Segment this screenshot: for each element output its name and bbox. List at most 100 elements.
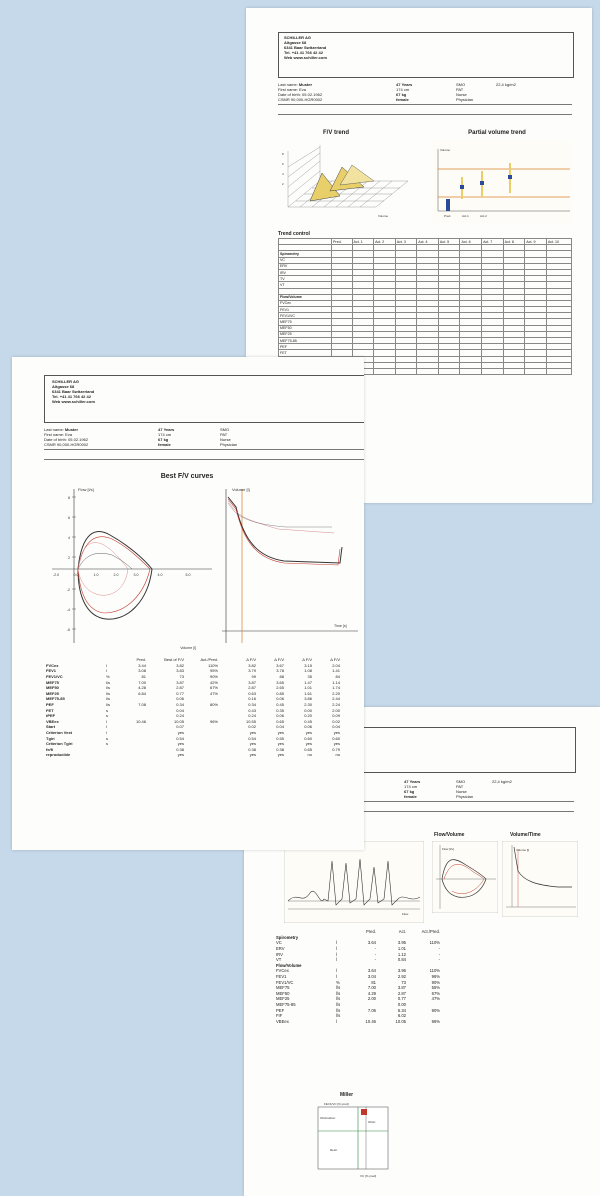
row-value: 3.82 [176,662,184,668]
flow-tick: 4 [68,536,70,540]
row-value: 3.65 [276,679,284,685]
row-unit: l/s [106,696,110,702]
summary-section-flow-volume: Flow/Volume [276,962,302,968]
col-pred: Pred. [136,657,146,663]
miller-x-label: VC [% pred] [360,1174,376,1178]
row-value: 0.79 [332,746,340,752]
partial-volume-trend-title: Partial volume trend [468,130,526,136]
row-value: 0.55 [276,735,284,741]
sex: female [404,794,417,799]
row-value: 0.20 [304,713,312,719]
time-axis-label: Time [s] [334,624,347,628]
row-value: 0.04 [176,707,184,713]
company-street: Altgasse 68 [52,384,75,389]
miller-left-label: Obstruktion [320,1116,336,1120]
flow-tick: 2 [68,556,70,560]
last-name-label: Last name: [278,82,298,87]
best-fv-volume-time-chart: Volume [l] Time [s] [222,487,358,643]
flow-volume-loop [441,859,487,898]
row-value: 0.04 [332,724,340,730]
row-unit: s [106,741,108,747]
row-label: MEF25 [46,690,59,696]
row-unit: s [106,713,108,719]
csmr: 90,000-HGR0002 [290,97,323,102]
row-value: 3.67 [276,662,284,668]
report-page-best-fv: SCHILLER AG Altgasse 68 6341 Baar Switze… [12,357,364,850]
row-value: 1.14 [332,679,340,685]
pat: PAT [456,784,464,789]
row-value [120,752,148,758]
svg-text:Volume: Volume [378,214,388,218]
table-row: MEF25 l/s 2.00 0.77 47% [276,996,440,1002]
sex: female [396,97,409,102]
row-value: 73 [179,674,184,680]
height-unit: cm [411,784,418,789]
nurse: Nurse [220,437,231,442]
row-value: 0.65 [304,746,312,752]
table-row: TV [278,275,573,283]
row-value: 0.00 [304,707,312,713]
row-value: 88 [279,674,284,680]
row-value: 0.06 [276,713,284,719]
company-city: 6341 Baar Switzerland [284,45,327,50]
age: 47 [404,779,409,784]
flow-tick: -2 [67,588,70,592]
table-row: FET s 0.04 0.43 0.35 0.00 2.00 [44,707,342,713]
partial-volume-trend-chart: Volume Pred. Act.1 Act.2 [432,141,572,223]
company-tel: Tel. +41 41 766 42 42 [284,50,323,55]
row-value: yes [249,752,256,758]
table-row: VBEex l 10.46 10.05 96% [276,1018,440,1024]
weight-unit: kg [409,789,415,794]
row-value: yes [305,741,312,747]
row-value: 67% [209,685,218,691]
row-label: MEF50 [46,685,59,691]
weight-unit: kg [163,437,169,442]
row-label: FET [46,707,54,713]
row-value: no [335,752,340,758]
row-value: 80% [209,702,218,708]
row-unit: l/s [106,690,110,696]
row-value: yes [277,730,284,736]
row-value: no [307,752,312,758]
company-street: Altgasse 68 [284,40,307,45]
row-unit: % [106,674,110,680]
table-row: MEF75 l/s 7.00 3.87 42% 3.87 3.65 1.47 1.14 [44,679,342,685]
flow-tick: -4 [67,608,70,612]
row-value: 0.43 [248,707,256,713]
x-tick: 2.0 [114,573,119,577]
first-name-label: First name: [44,432,65,437]
height: 174 [404,784,411,789]
dob-label: Date of birth: [44,437,67,442]
csmr: 90,000-HGR0002 [56,442,89,447]
row-value: 0.60 [332,735,340,741]
table-row: PEF l/s 7.06 6.34 90% [276,1007,440,1013]
row-value: 0.54 [176,735,184,741]
last-name: Muster [64,427,79,432]
row-value: yes [249,730,256,736]
height: 174 [158,432,165,437]
table-row: FEV1 l 3.08 3.83 95% 3.79 3.78 1.08 1.41 [44,668,342,674]
pat: PAT [220,432,228,437]
row-value: 81 [141,674,146,680]
x-tick: -2.0 [53,573,59,577]
fv-loop-trial-4 [77,553,133,570]
volume-time-curve [513,846,572,888]
nurse: Nurse [456,789,467,794]
weight: 67 [404,789,409,794]
csmr-label: CSMR [44,442,56,447]
dob: 05.02.1962 [68,437,89,442]
table-row: Criterion Vext l yes yes yes yes yes [44,730,342,736]
age-unit: Years [163,427,175,432]
table-row: PEF l/s 7.08 0.34 80% 0.34 0.45 2.30 2.24 [44,702,342,708]
miller-point [361,1109,367,1115]
physician: Physician [456,794,474,799]
table-row: MEF75-85 l/s 0.00 [276,1002,406,1008]
row-value: 6.84 [138,690,146,696]
best-fv-table-body: FVCex l 3.44 3.82 110% 3.82 3.67 3.15 2.04 FEV1 l 3… [44,663,342,758]
weight: 67 [158,437,163,442]
col-delta-3: Δ F/V [302,657,312,663]
volume-time-title: Volume/Time [510,832,541,838]
table-row: VC l 3.64 3.95 110% [276,940,440,946]
row-value: 96% [209,718,218,724]
row-value: 0.02 [332,718,340,724]
